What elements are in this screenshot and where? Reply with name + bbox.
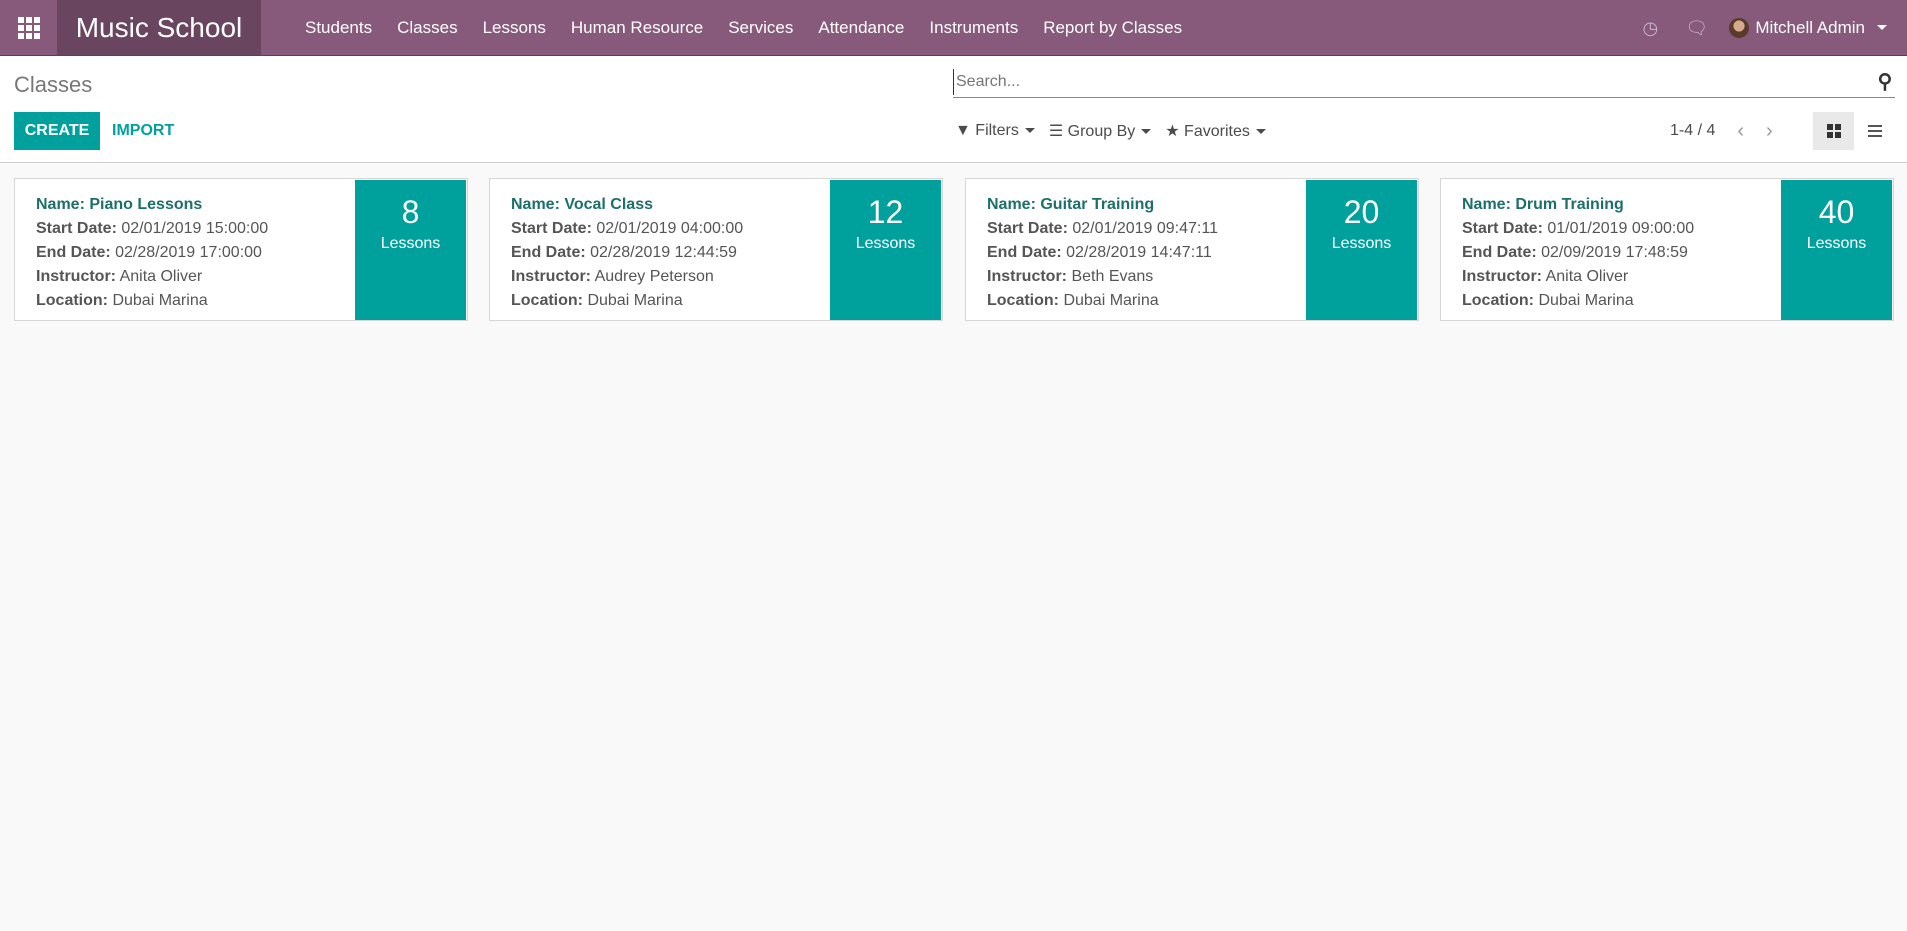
card-details: Name: Guitar Training Start Date: 02/01/…: [987, 193, 1218, 313]
systray: ◷ 🗨 Mitchell Admin: [1641, 0, 1887, 55]
menu-classes[interactable]: Classes: [397, 17, 458, 37]
card-end-date: End Date: 02/28/2019 17:00:00: [36, 244, 262, 261]
user-name: Mitchell Admin: [1755, 17, 1865, 37]
bars-icon: ☰: [1048, 123, 1064, 140]
menu-services[interactable]: Services: [728, 17, 794, 37]
star-icon: ★: [1165, 123, 1180, 140]
filters-label: Filters: [975, 122, 1019, 139]
list-view-button[interactable]: [1854, 112, 1895, 150]
chevron-left-icon[interactable]: ‹: [1737, 119, 1745, 142]
lesson-count: 8: [401, 194, 420, 230]
import-button[interactable]: IMPORT: [112, 122, 175, 139]
page-title: Classes: [14, 72, 93, 97]
card-location: Location: Dubai Marina: [1462, 292, 1634, 309]
card-details: Name: Drum Training Start Date: 01/01/20…: [1462, 193, 1694, 313]
card-location: Location: Dubai Marina: [511, 292, 683, 309]
lessons-button[interactable]: 8 Lessons: [355, 180, 466, 320]
app-menu-button[interactable]: [0, 0, 57, 55]
card-start-date: Start Date: 02/01/2019 15:00:00: [36, 220, 269, 237]
chevron-right-icon[interactable]: ›: [1766, 119, 1773, 142]
card-start-date: Start Date: 02/01/2019 09:47:11: [987, 220, 1218, 237]
card-instructor: Instructor: Audrey Peterson: [511, 268, 714, 285]
control-panel: Classes CREATE IMPORT ⚲ ▼ Filters ☰ Grou…: [0, 56, 1907, 163]
favorites-label: Favorites: [1184, 123, 1250, 140]
card-name: Name: Piano Lessons: [36, 196, 203, 213]
card-end-date: End Date: 02/28/2019 14:47:11: [987, 244, 1212, 261]
card-end-date: End Date: 02/09/2019 17:48:59: [1462, 244, 1688, 261]
lesson-label: Lessons: [1806, 235, 1867, 252]
card-instructor: Instructor: Anita Oliver: [36, 268, 203, 285]
kanban-card[interactable]: Name: Vocal Class Start Date: 02/01/2019…: [489, 178, 943, 321]
avatar: [1729, 17, 1750, 38]
list-icon: [1867, 125, 1882, 137]
top-navbar: Music School Students Classes Lessons Hu…: [0, 0, 1907, 56]
create-button[interactable]: CREATE: [14, 112, 100, 150]
menu-instruments[interactable]: Instruments: [929, 17, 1019, 37]
pager-value[interactable]: 1-4 / 4: [1670, 122, 1716, 139]
card-instructor: Instructor: Beth Evans: [987, 268, 1154, 285]
kanban-view-button[interactable]: [1813, 112, 1854, 150]
lesson-count: 40: [1818, 194, 1855, 230]
caret-down-icon: [1255, 129, 1266, 135]
lessons-button[interactable]: 40 Lessons: [1781, 180, 1892, 320]
clock-icon[interactable]: ◷: [1642, 17, 1659, 38]
kanban-icon: [1826, 124, 1841, 138]
card-end-date: End Date: 02/28/2019 12:44:59: [511, 244, 737, 261]
card-name: Name: Guitar Training: [987, 196, 1155, 213]
app-brand[interactable]: Music School: [57, 0, 261, 55]
card-name: Name: Drum Training: [1462, 196, 1624, 213]
filter-icon: ▼: [955, 122, 971, 139]
card-start-date: Start Date: 01/01/2019 09:00:00: [1462, 220, 1695, 237]
card-location: Location: Dubai Marina: [36, 292, 208, 309]
lesson-label: Lessons: [855, 235, 916, 252]
chat-icon[interactable]: 🗨: [1685, 17, 1709, 38]
card-details: Name: Piano Lessons Start Date: 02/01/20…: [36, 193, 268, 313]
kanban-card[interactable]: Name: Guitar Training Start Date: 02/01/…: [965, 178, 1419, 321]
apps-grid-icon: [17, 16, 40, 39]
card-start-date: Start Date: 02/01/2019 04:00:00: [511, 220, 744, 237]
card-details: Name: Vocal Class Start Date: 02/01/2019…: [511, 193, 743, 313]
lesson-label: Lessons: [380, 235, 441, 252]
menu-attendance[interactable]: Attendance: [818, 17, 905, 37]
pager: 1-4 / 4 ‹ ›: [1670, 112, 1773, 150]
caret-down-icon: [1141, 129, 1152, 135]
favorites-dropdown[interactable]: ★ Favorites: [1165, 121, 1266, 141]
lesson-count: 20: [1343, 194, 1380, 230]
caret-down-icon: [1877, 25, 1887, 30]
card-instructor: Instructor: Anita Oliver: [1462, 268, 1629, 285]
groupby-label: Group By: [1067, 123, 1136, 140]
search-icon[interactable]: ⚲: [1877, 70, 1893, 93]
lessons-button[interactable]: 12 Lessons: [830, 180, 941, 320]
menu-human-resource[interactable]: Human Resource: [570, 17, 704, 37]
search-bar: ⚲: [953, 66, 1895, 98]
filters-dropdown[interactable]: ▼ Filters: [955, 122, 1035, 140]
caret-down-icon: [1024, 128, 1035, 134]
kanban-card[interactable]: Name: Drum Training Start Date: 01/01/20…: [1440, 178, 1894, 321]
lessons-button[interactable]: 20 Lessons: [1306, 180, 1417, 320]
lesson-count: 12: [867, 194, 904, 230]
kanban-card[interactable]: Name: Piano Lessons Start Date: 02/01/20…: [14, 178, 468, 321]
menu-lessons[interactable]: Lessons: [482, 17, 546, 37]
main-menu: Students Classes Lessons Human Resource …: [305, 0, 1182, 55]
lesson-label: Lessons: [1331, 235, 1392, 252]
search-input[interactable]: [953, 68, 1875, 95]
groupby-dropdown[interactable]: ☰ Group By: [1048, 121, 1152, 141]
search-options: ▼ Filters ☰ Group By ★ Favorites: [955, 112, 1266, 150]
card-name: Name: Vocal Class: [511, 196, 653, 213]
menu-report-by-classes[interactable]: Report by Classes: [1043, 17, 1183, 37]
menu-students[interactable]: Students: [305, 17, 373, 37]
user-menu[interactable]: Mitchell Admin: [1729, 17, 1887, 38]
card-location: Location: Dubai Marina: [987, 292, 1159, 309]
view-switcher: [1813, 112, 1895, 150]
